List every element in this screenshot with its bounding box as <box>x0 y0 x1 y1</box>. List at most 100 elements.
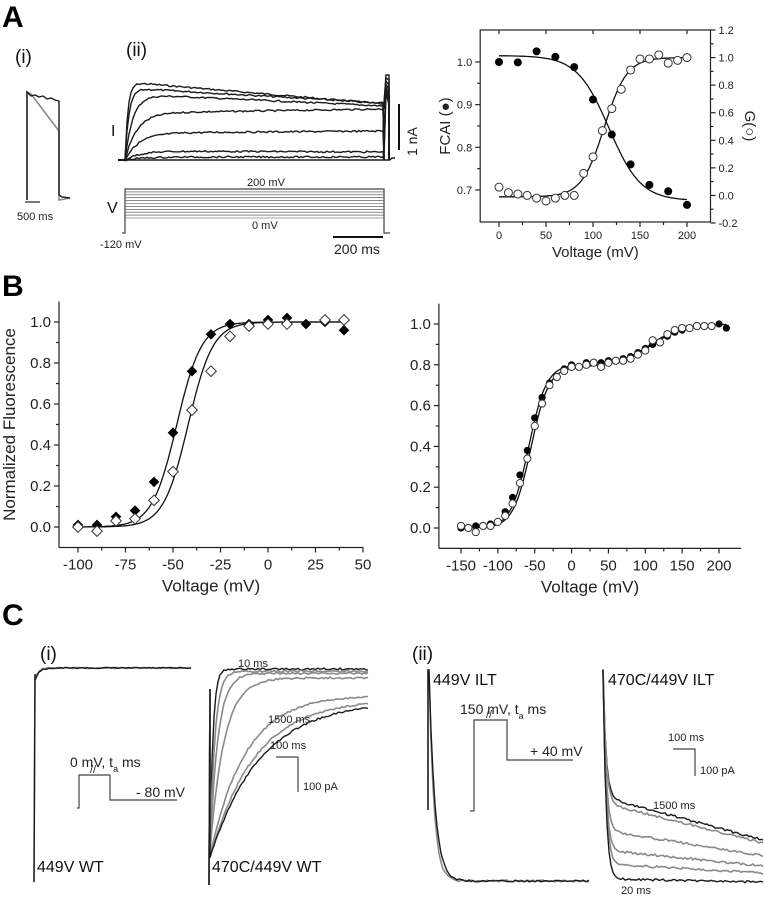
data-point-open <box>611 356 620 365</box>
y-tick-label: 1.0 <box>410 316 431 333</box>
ilt-mutant-trace <box>602 670 764 884</box>
panel-a-ii: (ii) I V 1 nA 200 ms 200 mV 0 mV -120 mV <box>100 40 420 257</box>
data-point-fcai <box>645 180 654 189</box>
x-tick-label: 50 <box>355 557 372 574</box>
data-point-open <box>560 366 569 376</box>
data-point-g <box>663 58 673 68</box>
ilt-trace <box>427 669 590 883</box>
data-point-filled <box>281 312 293 324</box>
fit-line-g <box>499 57 687 198</box>
y-tick-label: 0.6 <box>410 398 431 415</box>
data-point-g <box>541 196 551 206</box>
data-point-open <box>318 313 332 326</box>
x-tick-label: 25 <box>307 557 324 574</box>
data-point-g <box>682 53 692 63</box>
data-point-open <box>204 365 218 378</box>
current-trace <box>118 155 385 162</box>
data-point-filled <box>129 505 141 516</box>
mutant-recovery-trace <box>208 667 368 886</box>
c-ii-right-label: 470C/449V ILT <box>608 672 715 689</box>
fit-line-open <box>78 321 344 528</box>
x-axis-label: Voltage (mV) <box>541 577 639 596</box>
data-point-open <box>567 362 576 371</box>
data-point-g <box>513 189 523 199</box>
data-point-filled <box>523 446 531 455</box>
x-tick-label: 50 <box>540 230 552 242</box>
data-point-filled <box>186 365 198 377</box>
data-point-open <box>464 523 473 533</box>
current-traces <box>118 74 395 162</box>
x-tick-label: -50 <box>162 557 184 574</box>
c-i-long-label: 1500 ms <box>268 714 311 726</box>
data-point-open <box>655 338 665 347</box>
x-axis-label: Voltage (mV) <box>552 244 639 261</box>
data-point-open <box>648 336 657 345</box>
panel-c-i: (i) // 0 mV, ta ms - 80 mV 10 ms 1500 ms… <box>33 644 369 886</box>
data-point-filled <box>715 320 723 328</box>
data-point-fcai <box>683 200 691 209</box>
current-label: I <box>111 123 115 140</box>
data-point-open <box>678 323 687 333</box>
data-point-g <box>626 65 636 75</box>
data-point-open <box>633 350 643 359</box>
data-point-open <box>147 494 161 507</box>
y-tick-label: 0.7 <box>457 185 472 197</box>
data-point-open <box>166 465 180 478</box>
ilt-mutant-trace <box>602 670 764 841</box>
y-tick-label: 0.2 <box>410 479 431 496</box>
c-i-time-scale-label: 100 ms <box>270 740 307 752</box>
current-trace <box>118 149 385 162</box>
data-point-g <box>644 54 654 64</box>
data-point-fcai <box>570 63 579 72</box>
ilt-mutant-trace <box>602 670 764 868</box>
mutant-recovery-trace <box>208 669 369 886</box>
c-ii-return-label: + 40 mV <box>530 743 583 759</box>
data-point-open <box>456 521 466 531</box>
chart-b-left: -100 -75 -50 -25 0 25 50 0.0 0.2 0.4 0.6 0.8 1.0 Volt… <box>0 301 372 596</box>
data-point-open <box>223 330 237 343</box>
data-point-open <box>626 354 635 363</box>
y-tick-label: 1.0 <box>30 314 51 331</box>
data-point-fcai <box>589 95 597 104</box>
mutant-recovery-trace <box>208 671 369 886</box>
data-point-open <box>523 454 532 463</box>
data-point-open <box>619 356 628 365</box>
c-i-return-label: - 80 mV <box>136 784 186 800</box>
data-point-filled <box>205 329 217 340</box>
top-voltage-label: 200 mV <box>247 177 286 189</box>
data-point-g <box>635 54 645 64</box>
data-point-open <box>501 511 510 520</box>
data-point-g <box>588 152 598 162</box>
y-tick-label: 1.0 <box>457 57 472 69</box>
data-point-open <box>242 320 256 333</box>
holding-voltage-label: -120 mV <box>100 239 142 251</box>
panel-label-a: A <box>2 1 24 34</box>
current-trace <box>118 129 385 161</box>
data-point-g <box>494 182 504 192</box>
data-point-open <box>486 521 495 531</box>
data-point-g <box>532 193 542 203</box>
x-tick-label: -100 <box>63 557 93 574</box>
data-point-g <box>579 168 589 178</box>
data-point-g <box>607 104 617 114</box>
y2-tick-label: 0.8 <box>719 80 734 92</box>
data-point-g <box>503 188 513 198</box>
tail-current <box>383 92 390 160</box>
data-point-g <box>673 55 683 65</box>
mutant-recovery-trace <box>208 688 369 886</box>
trace-a-i-gray <box>26 90 71 201</box>
y2-axis-label: G(○) <box>741 111 758 142</box>
data-point-filled <box>148 476 160 488</box>
data-point-filled <box>91 519 103 531</box>
data-point-open <box>663 330 672 339</box>
c-ii-time-scale-label: 100 ms <box>668 732 705 744</box>
x-tick-label: 150 <box>631 230 649 242</box>
chart-a-iii: 0 50 100 150 200 0.7 0.8 0.9 1.0 -0.2 0.0 0.2 0.4 0.6… <box>437 25 758 261</box>
c-ii-break-mark: // <box>486 709 493 721</box>
x-tick-label: -25 <box>210 557 232 574</box>
data-point-open <box>685 323 694 333</box>
bottom-voltage-label: 0 mV <box>252 220 278 232</box>
data-point-filled <box>167 427 179 438</box>
data-point-open <box>515 479 525 488</box>
data-point-open <box>589 358 598 367</box>
